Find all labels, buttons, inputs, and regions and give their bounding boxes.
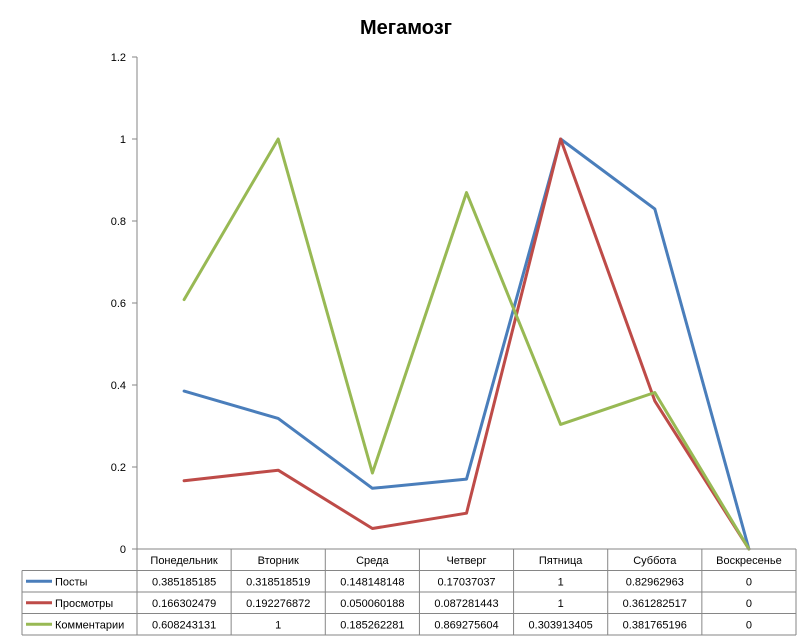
data-label: 0.381765196 xyxy=(623,619,687,631)
x-tick-label: Воскресенье xyxy=(716,555,782,567)
y-tick-label: 0.2 xyxy=(111,462,126,474)
data-label: 0.17037037 xyxy=(437,576,495,588)
data-label: 0.185262281 xyxy=(340,619,404,631)
axes: 0 0.2 0.4 0.6 0.8 1 1.2 xyxy=(111,52,138,556)
data-label: 0.361282517 xyxy=(623,598,687,610)
data-label: 0.318518519 xyxy=(246,576,310,588)
data-label: 0.385185185 xyxy=(152,576,216,588)
legend-label: Комментарии xyxy=(55,619,124,631)
data-label: 0.148148148 xyxy=(340,576,404,588)
data-label: 0.608243131 xyxy=(152,619,216,631)
data-label: 0.166302479 xyxy=(152,598,216,610)
x-tick-label: Суббота xyxy=(633,555,677,567)
y-tick-label: 0.6 xyxy=(111,298,126,310)
y-tick-label: 1 xyxy=(120,134,126,146)
x-tick-label: Среда xyxy=(356,555,389,567)
data-table: Понедельник Вторник Среда Четверг Пятница Суб… xyxy=(21,548,797,636)
chart-title: Мегамозг xyxy=(360,17,452,39)
series-line-1 xyxy=(182,137,751,551)
series-line-3 xyxy=(182,137,751,551)
data-label: 0 xyxy=(746,619,752,631)
data-label: 0.087281443 xyxy=(434,598,498,610)
x-tick-label: Четверг xyxy=(446,555,486,567)
data-label: 0.303913405 xyxy=(529,619,593,631)
y-tick-label: 1.2 xyxy=(111,52,126,64)
data-label: 0.869275604 xyxy=(434,619,498,631)
legend-label: Просмотры xyxy=(55,598,113,610)
x-tick-label: Понедельник xyxy=(150,555,218,567)
x-tick-label: Пятница xyxy=(539,555,583,567)
y-tick-label: 0.8 xyxy=(111,216,126,228)
data-label: 0 xyxy=(746,598,752,610)
series-lines xyxy=(182,137,751,551)
data-label: 0.050060188 xyxy=(340,598,404,610)
y-tick-label: 0 xyxy=(120,544,126,556)
y-tick-label: 0.4 xyxy=(111,380,126,392)
series-line-2 xyxy=(182,137,751,551)
data-label: 0.82962963 xyxy=(626,576,684,588)
data-label: 0.192276872 xyxy=(246,598,310,610)
data-label: 1 xyxy=(558,576,564,588)
data-label: 1 xyxy=(275,619,281,631)
data-label: 0 xyxy=(746,576,752,588)
legend-label: Посты xyxy=(55,576,88,588)
data-label: 1 xyxy=(558,598,564,610)
x-tick-label: Вторник xyxy=(258,555,299,567)
